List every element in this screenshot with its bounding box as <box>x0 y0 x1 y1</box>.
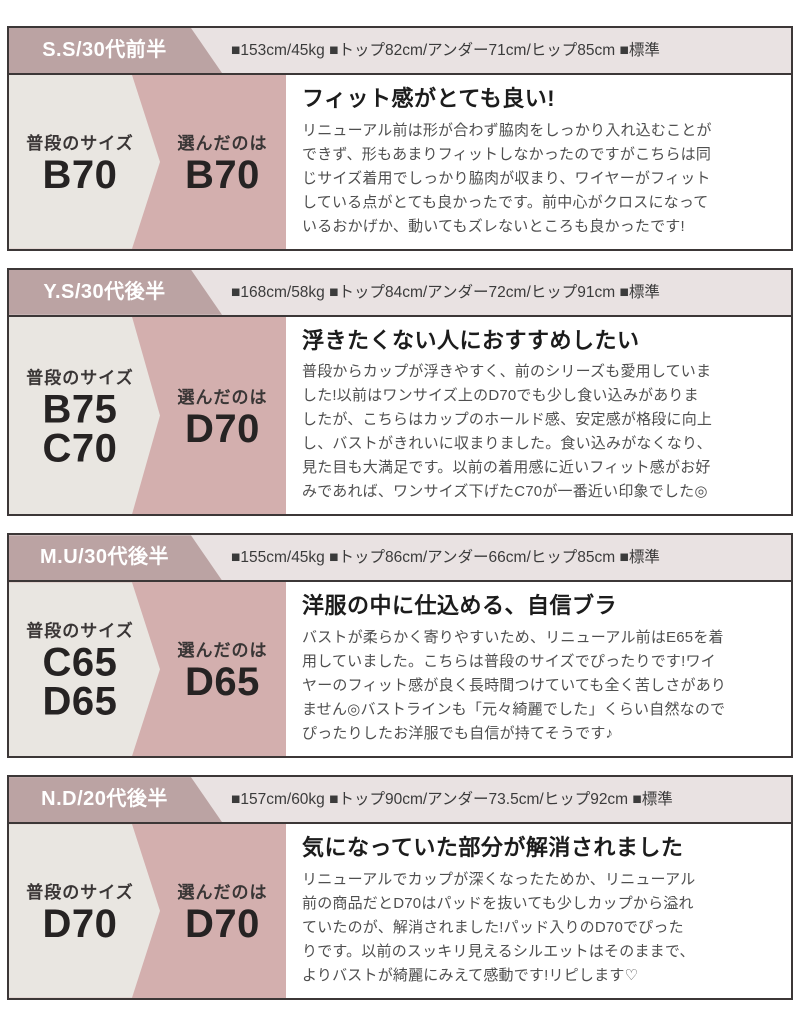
review-card: M.U/30代後半 ■155cm/45kg ■トップ86cm/アンダー66cm/… <box>7 533 793 759</box>
chosen-size-panel: 選んだのは D65 <box>159 636 286 702</box>
reviewer-badge: M.U/30代後半 <box>9 535 222 581</box>
review-card-header: N.D/20代後半 ■157cm/60kg ■トップ90cm/アンダー73.5c… <box>9 777 791 825</box>
chosen-size-panel: 選んだのは B70 <box>159 129 286 195</box>
usual-size-label: 普段のサイズ <box>26 621 134 641</box>
usual-size-label: 普段のサイズ <box>26 367 134 387</box>
review-title: 洋服の中に仕込める、自信ブラ <box>302 593 618 619</box>
chosen-size-panel: 選んだのは D70 <box>159 382 286 448</box>
review-text: バストが柔らかく寄りやすいため、リニューアル前はE65を着 用していました。こち… <box>302 629 727 743</box>
review-title: フィット感がとても良い! <box>302 86 556 111</box>
usual-size-value: C65 D65 <box>42 640 118 724</box>
review-text: リニューアルでカップが深くなったためか、リニューアル 前の商品だとD70はパッド… <box>302 870 696 984</box>
chosen-size-value: D70 <box>185 901 260 946</box>
chosen-size-value: B70 <box>185 152 260 197</box>
reviewer-badge: S.S/30代前半 <box>9 28 222 73</box>
reviewer-stats: ■153cm/45kg ■トップ82cm/アンダー71cm/ヒップ85cm ■標… <box>231 42 660 59</box>
review-card-header: S.S/30代前半 ■153cm/45kg ■トップ82cm/アンダー71cm/… <box>9 28 791 75</box>
arrow-right-shape <box>9 582 160 757</box>
chosen-size-label: 選んだのは <box>177 133 268 153</box>
size-comparison-panel: 普段のサイズ B75 C70 選んだのは D70 <box>9 316 286 515</box>
reviewer-badge: N.D/20代後半 <box>9 777 222 823</box>
usual-size-value: B70 <box>42 152 118 197</box>
review-title: 浮きたくない人におすすめしたい <box>302 327 640 353</box>
usual-size-value: D70 <box>42 901 118 946</box>
review-text: 普段からカップが浮きやすく、前のシリーズも愛用していま した!以前はワンサイズ上… <box>302 363 713 501</box>
review-card: S.S/30代前半 ■153cm/45kg ■トップ82cm/アンダー71cm/… <box>7 26 793 251</box>
review-card-body: 普段のサイズ C65 D65 選んだのは D65 洋服の中に仕込める、自信ブラ … <box>9 582 791 757</box>
review-content: 気になっていた部分が解消されました リニューアルでカップが深くなったためか、リニ… <box>286 824 791 998</box>
arrow-right-shape <box>9 75 160 249</box>
reviewer-stats: ■155cm/45kg ■トップ86cm/アンダー66cm/ヒップ85cm ■標… <box>231 549 660 567</box>
review-card-header: M.U/30代後半 ■155cm/45kg ■トップ86cm/アンダー66cm/… <box>9 535 791 583</box>
review-card-body: 普段のサイズ D70 選んだのは D70 気になっていた部分が解消されました リ… <box>9 824 791 998</box>
reviewer-badge: Y.S/30代後半 <box>9 269 222 315</box>
reviewer-stats: ■168cm/58kg ■トップ84cm/アンダー72cm/ヒップ91cm ■標… <box>231 283 660 301</box>
usual-size-label: 普段のサイズ <box>26 133 134 153</box>
arrow-right-shape <box>9 316 160 515</box>
chosen-size-value: D65 <box>185 660 260 705</box>
review-card: N.D/20代後半 ■157cm/60kg ■トップ90cm/アンダー73.5c… <box>7 775 793 1000</box>
usual-size-panel: 普段のサイズ D70 <box>9 878 151 944</box>
usual-size-panel: 普段のサイズ B75 C70 <box>9 363 151 468</box>
size-comparison-panel: 普段のサイズ C65 D65 選んだのは D65 <box>9 582 286 757</box>
usual-size-panel: 普段のサイズ B70 <box>9 129 151 195</box>
review-content: 浮きたくない人におすすめしたい 普段からカップが浮きやすく、前のシリーズも愛用し… <box>286 317 791 515</box>
review-card: Y.S/30代後半 ■168cm/58kg ■トップ84cm/アンダー72cm/… <box>7 267 793 517</box>
review-title: 気になっていた部分が解消されました <box>302 835 684 861</box>
chosen-size-label: 選んだのは <box>177 387 268 407</box>
review-content: 洋服の中に仕込める、自信ブラ バストが柔らかく寄りやすいため、リニューアル前はE… <box>286 582 791 756</box>
review-card-body: 普段のサイズ B70 選んだのは B70 フィット感がとても良い! リニューアル… <box>9 75 791 249</box>
chosen-size-value: D70 <box>185 406 260 451</box>
review-card-header: Y.S/30代後半 ■168cm/58kg ■トップ84cm/アンダー72cm/… <box>9 269 791 317</box>
review-card-body: 普段のサイズ B75 C70 選んだのは D70 浮きたくない人におすすめしたい… <box>9 316 791 515</box>
chosen-size-label: 選んだのは <box>177 882 268 902</box>
usual-size-value: B75 C70 <box>42 386 118 471</box>
usual-size-panel: 普段のサイズ C65 D65 <box>9 617 151 722</box>
review-text: リニューアル前は形が合わず脇肉をしっかり入れ込むことが できず、形もあまりフィッ… <box>302 121 712 235</box>
reviewer-stats: ■157cm/60kg ■トップ90cm/アンダー73.5cm/ヒップ92cm … <box>231 791 673 809</box>
chosen-size-label: 選んだのは <box>177 641 268 661</box>
size-comparison-panel: 普段のサイズ D70 選んだのは D70 <box>9 824 286 998</box>
chosen-size-panel: 選んだのは D70 <box>159 878 286 944</box>
usual-size-label: 普段のサイズ <box>26 882 134 902</box>
size-comparison-panel: 普段のサイズ B70 選んだのは B70 <box>9 75 286 249</box>
review-content: フィット感がとても良い! リニューアル前は形が合わず脇肉をしっかり入れ込むことが… <box>286 75 791 249</box>
